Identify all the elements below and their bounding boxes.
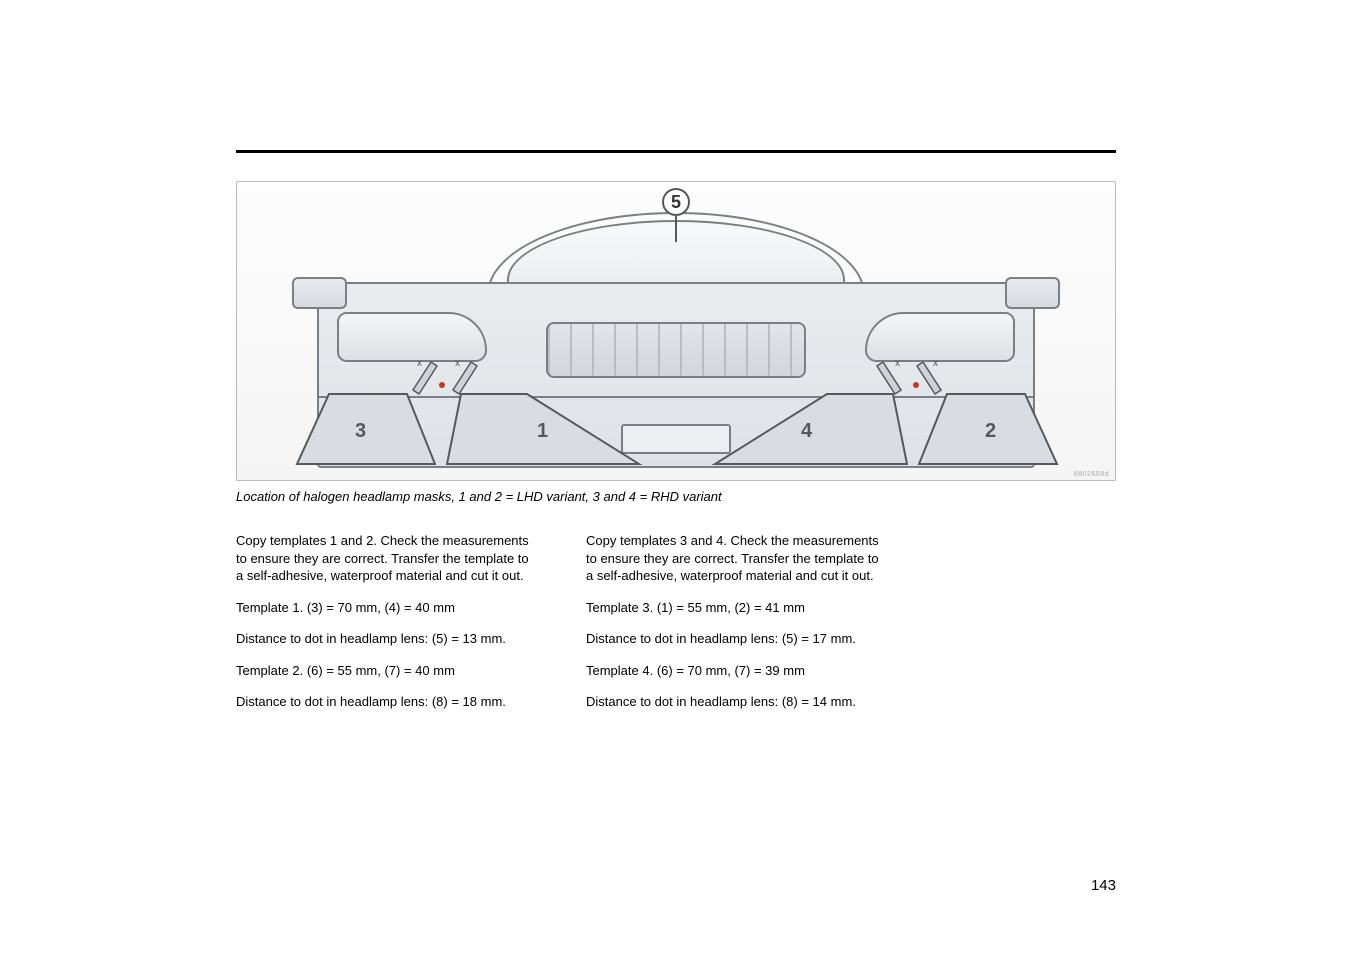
page-number: 143 (1091, 877, 1116, 894)
side-mirror-right (1005, 277, 1060, 309)
text-columns: Copy templates 1 and 2. Check the measur… (236, 532, 1006, 725)
x-mark-left-a: x (417, 358, 422, 369)
right-intro: Copy templates 3 and 4. Check the measur… (586, 532, 886, 585)
callout-5-circle: 5 (662, 188, 690, 216)
document-page: 5 x (0, 0, 1351, 954)
figure-watermark: 8802658d (1074, 471, 1109, 478)
headlamp-dot-left (439, 382, 445, 388)
template-4-dims: Template 4. (6) = 70 mm, (7) = 39 mm (586, 662, 886, 680)
left-column: Copy templates 1 and 2. Check the measur… (236, 532, 536, 725)
template-1-distance: Distance to dot in headlamp lens: (5) = … (236, 630, 536, 648)
template-3-dims: Template 3. (1) = 55 mm, (2) = 41 mm (586, 599, 886, 617)
car-front-illustration: 5 x (236, 181, 1116, 481)
callout-5-leader (675, 216, 677, 242)
left-intro: Copy templates 1 and 2. Check the measur… (236, 532, 536, 585)
x-mark-left-b: x (455, 358, 460, 369)
mask-label-4: 4 (801, 420, 812, 443)
headlamp-left (337, 312, 487, 362)
x-mark-right-a: x (895, 358, 900, 369)
right-column: Copy templates 3 and 4. Check the measur… (586, 532, 886, 725)
horizontal-rule (236, 150, 1116, 153)
mask-label-2: 2 (985, 420, 996, 443)
headlamp-dot-right (913, 382, 919, 388)
license-plate (621, 424, 731, 454)
template-1-dims: Template 1. (3) = 70 mm, (4) = 40 mm (236, 599, 536, 617)
figure-caption: Location of halogen headlamp masks, 1 an… (236, 489, 1116, 504)
mask-label-3: 3 (355, 420, 366, 443)
car-grille (546, 322, 806, 378)
template-3-distance: Distance to dot in headlamp lens: (5) = … (586, 630, 886, 648)
figure-container: 5 x (236, 181, 1116, 504)
headlamp-right (865, 312, 1015, 362)
x-mark-right-b: x (933, 358, 938, 369)
side-mirror-left (292, 277, 347, 309)
mask-label-1: 1 (537, 420, 548, 443)
callout-5-label: 5 (671, 192, 681, 212)
template-2-dims: Template 2. (6) = 55 mm, (7) = 40 mm (236, 662, 536, 680)
template-4-distance: Distance to dot in headlamp lens: (8) = … (586, 693, 886, 711)
template-2-distance: Distance to dot in headlamp lens: (8) = … (236, 693, 536, 711)
